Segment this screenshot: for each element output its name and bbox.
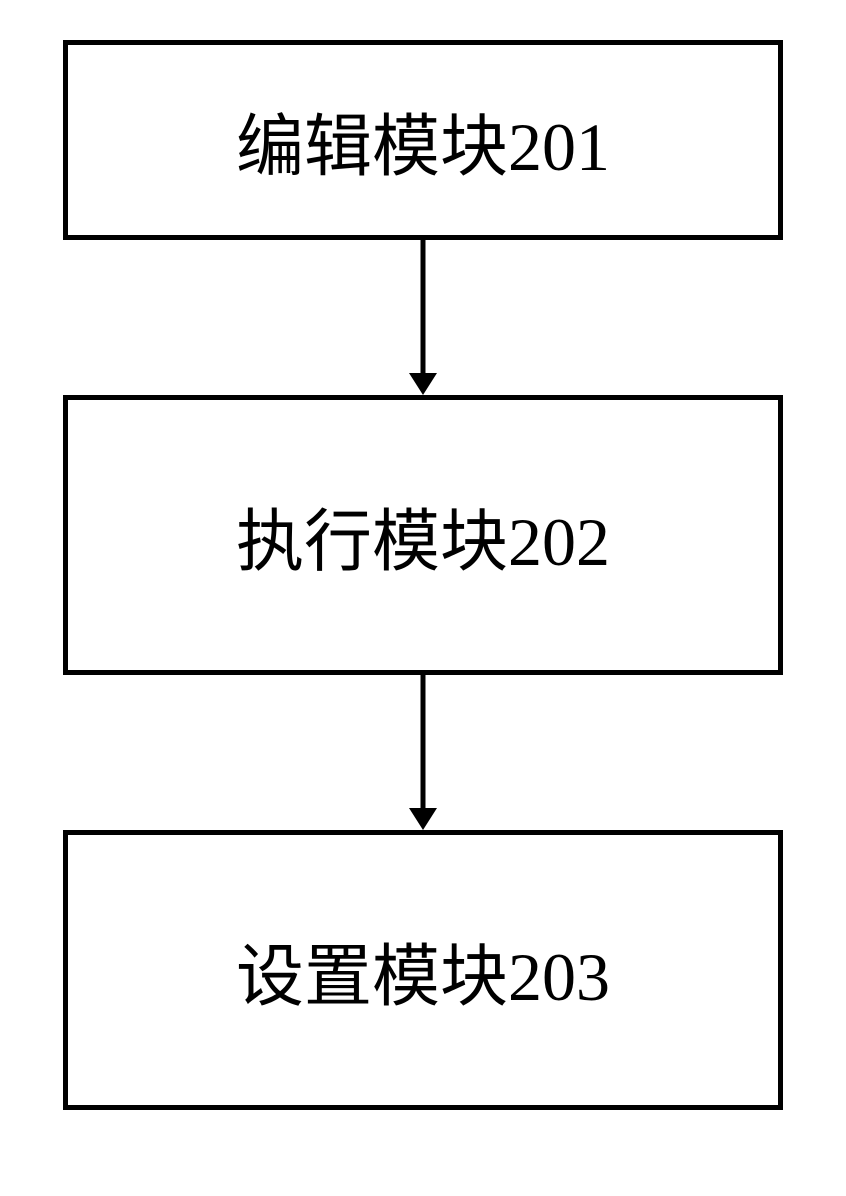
arrow-head-icon	[409, 373, 437, 395]
node-label: 设置模块203	[236, 921, 610, 1020]
flowchart-container: 编辑模块201 执行模块202 设置模块203	[63, 40, 783, 1110]
flowchart-node-edit-module: 编辑模块201	[63, 40, 783, 240]
arrow-line	[421, 675, 426, 810]
flowchart-node-settings-module: 设置模块203	[63, 830, 783, 1110]
arrow-head-icon	[409, 808, 437, 830]
node-label: 执行模块202	[236, 486, 610, 585]
node-label: 编辑模块201	[236, 91, 610, 190]
arrow-line	[421, 240, 426, 375]
flowchart-arrow	[63, 675, 783, 830]
flowchart-arrow	[63, 240, 783, 395]
flowchart-node-execute-module: 执行模块202	[63, 395, 783, 675]
